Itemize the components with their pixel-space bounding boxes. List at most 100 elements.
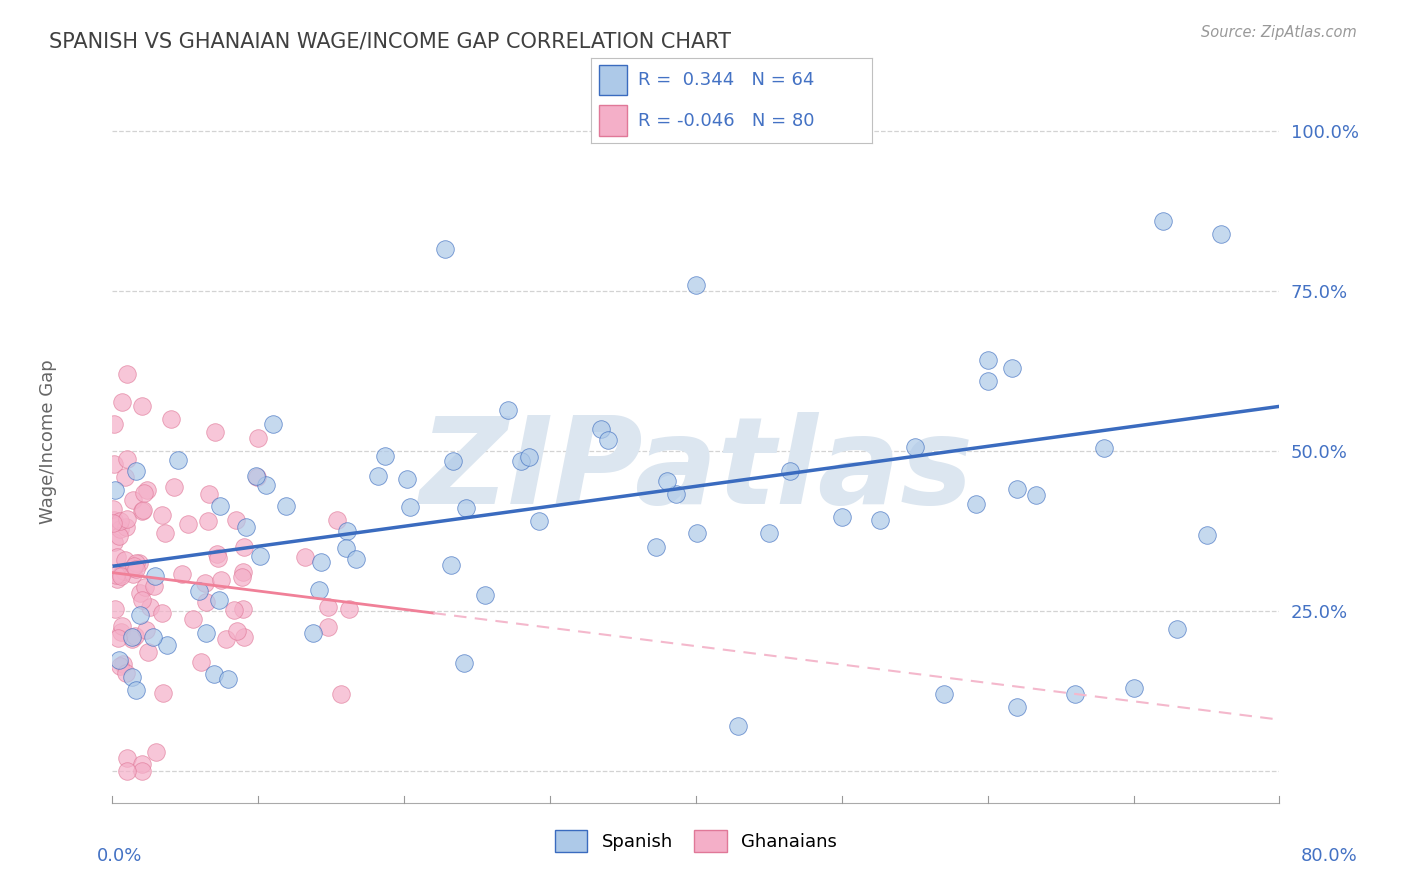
Point [831,509,853,524]
Point [110,566,132,581]
Point [374,450,396,464]
Point [685,277,707,292]
Point [110,522,132,536]
Point [190,655,212,669]
Point [150,606,173,620]
Text: SPANISH VS GHANAIAN WAGE/INCOME GAP CORRELATION CHART: SPANISH VS GHANAIAN WAGE/INCOME GAP CORR… [49,31,731,51]
Point [117,452,139,467]
Point [274,499,297,513]
Point [103,457,125,471]
Point [498,403,520,417]
Point [104,568,127,582]
Point [596,433,619,447]
Point [194,626,217,640]
Point [103,535,125,549]
Point [143,579,166,593]
Point [122,566,145,581]
Point [1122,681,1144,695]
Point [367,469,389,483]
Point [163,480,186,494]
Point [195,595,218,609]
Point [124,559,146,574]
Text: Source: ZipAtlas.com: Source: ZipAtlas.com [1201,25,1357,40]
Point [1025,488,1047,502]
Point [107,529,129,543]
Point [104,483,127,497]
Point [125,556,148,570]
Point [143,569,166,583]
Point [202,667,225,681]
Point [114,553,136,567]
Point [232,565,254,579]
Point [209,574,232,588]
Point [779,464,801,478]
Point [686,526,709,541]
Point [103,516,125,531]
Point [125,682,148,697]
Point [121,561,143,575]
Point [115,665,138,680]
Point [150,508,173,523]
Point [453,657,475,671]
Point [115,764,138,778]
Point [134,623,156,637]
Point [337,601,360,615]
Point [977,374,1000,388]
Point [114,470,136,484]
Point [136,644,159,658]
Point [217,673,239,687]
Point [302,625,325,640]
Point [121,631,143,645]
Point [129,607,152,622]
Point [441,454,464,468]
Point [335,541,357,556]
Point [399,500,422,515]
Y-axis label: Wage/Income Gap: Wage/Income Gap [39,359,56,524]
Point [225,513,247,527]
Point [308,582,330,597]
Point [326,513,349,527]
Point [1005,699,1028,714]
Point [589,422,612,436]
Point [262,417,284,431]
Point [644,540,666,554]
Point [160,412,183,426]
Point [965,497,987,511]
Point [139,599,162,614]
Text: 0.0%: 0.0% [97,847,142,865]
Point [205,547,228,561]
Point [167,452,190,467]
Point [727,719,749,733]
Point [215,632,238,646]
Point [131,757,153,772]
Point [226,624,249,639]
Point [246,470,269,484]
Point [249,549,271,563]
Point [181,612,204,626]
Point [121,493,143,508]
Point [110,569,132,583]
Point [1152,214,1174,228]
Point [103,417,125,431]
Point [128,556,150,570]
Point [330,687,353,701]
Point [433,242,456,256]
Point [869,513,891,527]
Point [517,450,540,464]
Point [110,659,132,673]
FancyBboxPatch shape [599,105,627,136]
Point [245,469,267,483]
Point [101,501,124,516]
Point [440,558,463,572]
Point [1094,441,1116,455]
Point [336,524,359,538]
Point [932,687,955,701]
Point [115,368,138,382]
Point [152,686,174,700]
Point [247,431,270,445]
Point [198,487,221,501]
Point [309,555,332,569]
Point [231,570,253,584]
Point [131,592,153,607]
Point [115,520,138,534]
